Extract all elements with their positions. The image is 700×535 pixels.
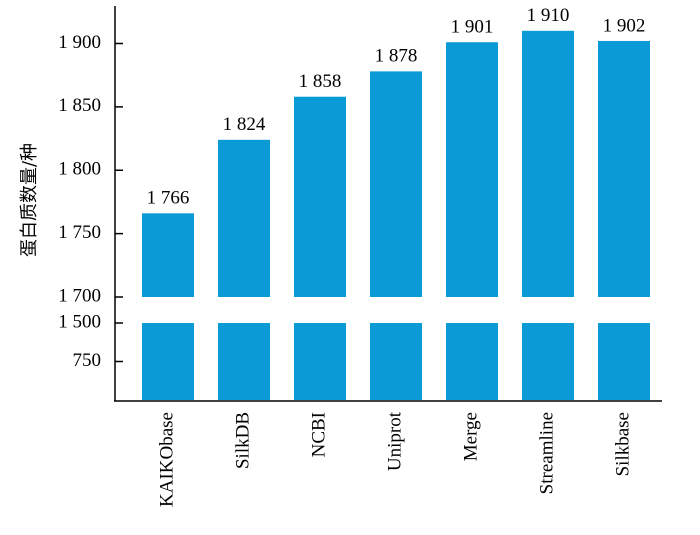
bar [370, 71, 422, 297]
y-tick-label: 1 700 [58, 285, 101, 306]
bar-lower [598, 323, 650, 400]
bar [142, 213, 194, 297]
bar [294, 96, 346, 297]
x-tick-label: SilkDB [232, 412, 253, 469]
y-tick-label: 1 850 [58, 95, 101, 116]
x-tick-label: Uniprot [384, 411, 405, 471]
x-tick-label: NCBI [308, 412, 329, 457]
y-tick-label: 1 900 [58, 32, 101, 53]
bar [218, 139, 270, 297]
x-tick-label: Silkbase [612, 412, 633, 476]
bar-lower [294, 323, 346, 400]
bar [446, 42, 498, 298]
bar-lower [522, 323, 574, 400]
y-tick-label: 1 750 [58, 222, 101, 243]
y-tick-label: 1 500 [58, 311, 101, 332]
bar [598, 40, 650, 297]
value-label: 1 878 [375, 46, 418, 67]
x-tick-label: Merge [460, 412, 481, 461]
y-tick-label: 1 800 [58, 159, 101, 180]
value-label: 1 766 [147, 188, 190, 209]
value-label: 1 858 [299, 71, 342, 92]
bar-lower [142, 323, 194, 400]
y-tick-label: 750 [73, 350, 102, 371]
bar-lower [218, 323, 270, 400]
value-label: 1 910 [527, 5, 570, 26]
value-label: 1 902 [603, 15, 646, 36]
bar [522, 30, 574, 297]
x-tick-label: KAIKObase [156, 412, 177, 507]
bar-lower [446, 323, 498, 400]
value-label: 1 824 [223, 114, 266, 135]
x-tick-label: Streamline [536, 412, 557, 494]
value-label: 1 901 [451, 17, 494, 38]
bar-lower [370, 323, 422, 400]
y-axis-label: 蛋白质数量/种 [19, 143, 40, 257]
